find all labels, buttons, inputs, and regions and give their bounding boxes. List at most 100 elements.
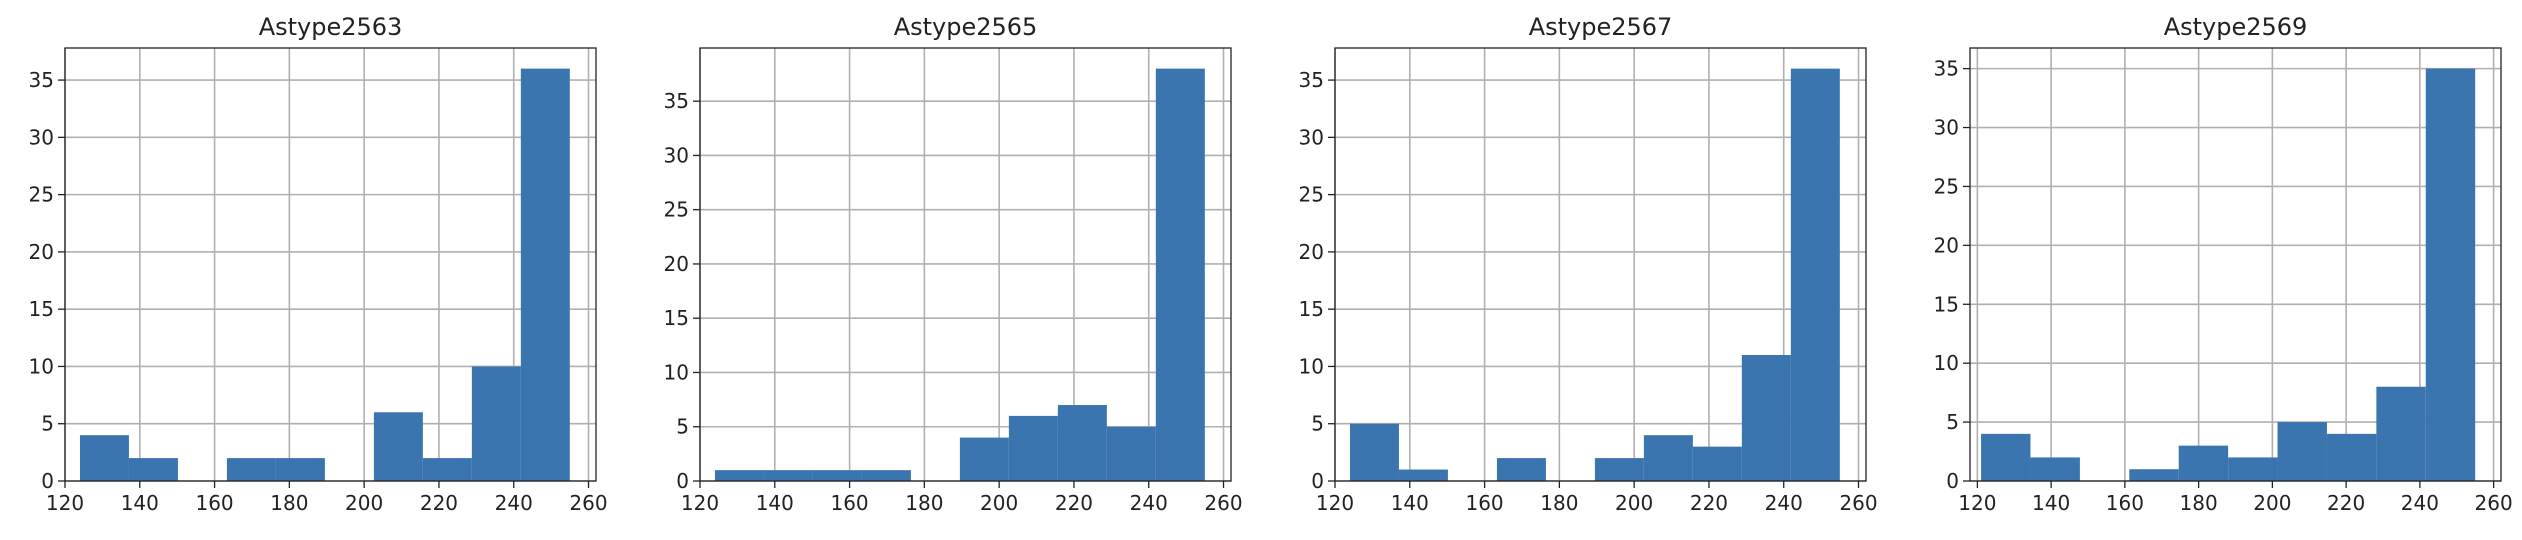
histogram-bar (2425, 68, 2476, 481)
y-tick-label: 0 (41, 469, 54, 493)
x-tick-label: 160 (195, 491, 233, 515)
y-tick-label: 30 (1299, 125, 1324, 149)
y-tick-label: 30 (29, 125, 54, 149)
y-tick-label: 35 (29, 68, 54, 92)
x-tick-label: 240 (495, 491, 533, 515)
histogram-bar (2326, 433, 2377, 481)
histogram-panel: 120 140 160 180 200 220 240 260 0 5 10 15 20 25 30 35 As… (1299, 13, 1878, 515)
histogram-bar (1981, 433, 2031, 481)
y-tick-label: 35 (664, 89, 689, 113)
histogram-bar (1692, 446, 1742, 481)
chart-title: Astype2563 (259, 13, 403, 41)
y-tick-label: 25 (29, 183, 54, 207)
x-tick-label: 240 (2401, 491, 2439, 515)
x-tick-label: 160 (2106, 491, 2144, 515)
y-tick-label: 15 (29, 297, 54, 321)
histogram-bar (2376, 386, 2426, 481)
histogram-bar (520, 68, 570, 481)
y-tick-label: 20 (1299, 240, 1324, 264)
y-tick-label: 25 (1299, 183, 1324, 207)
x-tick-label: 260 (2475, 491, 2513, 515)
x-tick-label: 140 (2032, 491, 2070, 515)
x-tick-label: 220 (1055, 491, 1093, 515)
histogram-bar (1643, 435, 1693, 481)
x-tick-label: 260 (569, 491, 607, 515)
histogram-bar (226, 458, 276, 481)
histogram-bar (1741, 354, 1791, 481)
y-tick-label: 0 (676, 469, 689, 493)
y-tick-label: 0 (1311, 469, 1324, 493)
y-tick-label: 35 (1299, 68, 1324, 92)
histogram-bar (373, 412, 423, 481)
histogram-panel: 120 140 160 180 200 220 240 260 0 5 10 15 20 25 30 35 As… (664, 13, 1243, 515)
plot-frame (1334, 47, 1867, 482)
histogram-bar (2277, 422, 2327, 481)
x-tick-label: 220 (1690, 491, 1728, 515)
histogram-bar (79, 435, 129, 481)
x-tick-label: 260 (1204, 491, 1242, 515)
x-tick-label: 240 (1130, 491, 1168, 515)
histogram-bar (1594, 458, 1644, 481)
y-tick-label: 20 (1934, 233, 1959, 257)
chart-title: Astype2569 (2164, 13, 2308, 41)
y-tick-label: 25 (664, 198, 689, 222)
y-tick-label: 10 (1299, 354, 1324, 378)
histogram-bar (275, 458, 325, 481)
x-tick-label: 180 (270, 491, 308, 515)
histogram-bar (2129, 469, 2179, 481)
x-tick-label: 140 (1391, 491, 1429, 515)
y-tick-label: 20 (664, 252, 689, 276)
y-tick-label: 0 (1946, 469, 1959, 493)
histogram-bar (959, 437, 1009, 481)
histogram-bar (2178, 445, 2229, 481)
histogram-bar (861, 470, 911, 481)
histogram-bar (1496, 458, 1546, 481)
chart-title: Astype2567 (1529, 13, 1673, 41)
x-tick-label: 120 (1958, 491, 1996, 515)
x-tick-label: 140 (756, 491, 794, 515)
x-tick-label: 180 (1540, 491, 1578, 515)
x-tick-label: 200 (1615, 491, 1653, 515)
x-tick-label: 120 (1316, 491, 1354, 515)
x-tick-label: 140 (121, 491, 159, 515)
x-tick-label: 220 (420, 491, 458, 515)
histogram-bar (1057, 405, 1107, 481)
histogram-bar (714, 470, 764, 481)
histogram-bar (1398, 469, 1448, 481)
x-tick-label: 120 (681, 491, 719, 515)
y-tick-label: 10 (664, 360, 689, 384)
x-tick-label: 120 (46, 491, 84, 515)
x-tick-label: 220 (2327, 491, 2365, 515)
y-tick-label: 10 (1934, 351, 1959, 375)
plot-frame (64, 47, 597, 482)
x-tick-label: 160 (1465, 491, 1503, 515)
y-tick-label: 30 (664, 143, 689, 167)
histogram-bar (1106, 426, 1156, 481)
histogram-bar (471, 366, 521, 481)
histogram-bar (2030, 457, 2080, 481)
x-tick-label: 200 (980, 491, 1018, 515)
y-tick-label: 10 (29, 354, 54, 378)
histogram-bar (2228, 457, 2278, 481)
histogram-bar (763, 470, 813, 481)
y-tick-label: 25 (1934, 174, 1959, 198)
y-tick-label: 5 (676, 415, 689, 439)
x-tick-label: 200 (345, 491, 383, 515)
histogram-bar (1155, 68, 1205, 481)
plot-frame (1969, 47, 2502, 482)
y-tick-label: 5 (1946, 410, 1959, 434)
histogram-bar (812, 470, 862, 481)
histogram-bar (1349, 423, 1399, 481)
histogram-bar (1008, 415, 1058, 481)
histogram-panel: 120 140 160 180 200 220 240 260 0 5 10 15 20 25 30 35 As… (29, 13, 608, 515)
y-tick-label: 35 (1934, 57, 1959, 81)
chart-title: Astype2565 (894, 13, 1038, 41)
y-tick-label: 20 (29, 240, 54, 264)
histogram-bar (128, 458, 178, 481)
x-tick-label: 200 (2253, 491, 2291, 515)
y-tick-label: 5 (1311, 412, 1324, 436)
x-tick-label: 260 (1839, 491, 1877, 515)
y-tick-label: 15 (1934, 292, 1959, 316)
